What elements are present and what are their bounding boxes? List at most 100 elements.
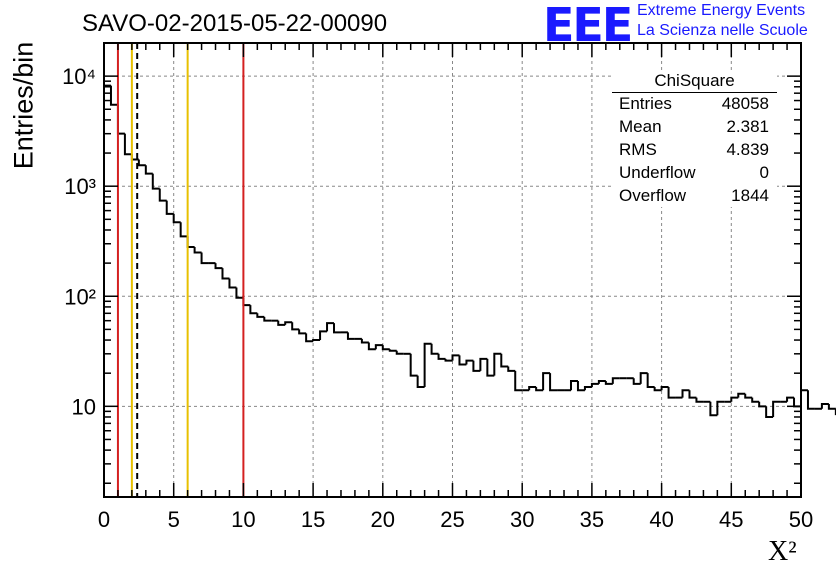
histogram-bin — [681, 389, 690, 398]
histogram-bin — [374, 344, 383, 350]
histogram-bin — [472, 360, 481, 372]
histogram-bin — [333, 323, 341, 334]
stats-row-entries: Entries 48058 — [612, 92, 777, 115]
histogram-bin — [395, 350, 404, 355]
histogram-bin — [228, 278, 237, 289]
histogram-bin — [800, 389, 808, 407]
stats-row-underflow: Underflow 0 — [612, 161, 777, 184]
histogram-bin — [109, 85, 118, 106]
histogram-bin — [695, 397, 704, 403]
y-tick-label: 10³ — [64, 174, 96, 199]
histogram-bin — [249, 305, 258, 315]
histogram-bin — [326, 322, 335, 332]
histogram-bin — [360, 338, 369, 344]
histogram-bin — [716, 400, 725, 416]
histogram-bin — [542, 372, 551, 391]
histogram-bin — [786, 396, 795, 402]
histogram-bin — [465, 359, 474, 365]
histogram-bin — [284, 321, 293, 325]
histogram-bin — [604, 380, 613, 385]
logo-line-2: La Scienza nelle Scuole — [637, 22, 808, 39]
histogram-bin — [709, 401, 718, 417]
x-axis-label: X² — [768, 536, 797, 567]
chart-title: SAVO-02-2015-05-22-00090 — [82, 10, 388, 37]
histogram-bin — [416, 375, 425, 388]
histogram-bin — [653, 386, 662, 392]
x-tick-label: 15 — [301, 507, 325, 532]
stats-box: ChiSquare Entries 48058 Mean 2.381 RMS 4.83… — [612, 70, 777, 207]
stats-label: Underflow — [619, 163, 696, 182]
y-tick-label: 10 — [72, 394, 96, 419]
histogram-bin — [479, 357, 488, 371]
stats-label: Overflow — [619, 186, 687, 205]
histogram-bin — [291, 322, 300, 331]
histogram-bin — [116, 104, 125, 135]
histogram-bin — [751, 397, 760, 403]
histogram-bin — [151, 173, 160, 190]
histogram-bin — [346, 332, 355, 340]
histogram-bin — [144, 165, 153, 175]
histogram-bin — [214, 263, 223, 270]
x-tick-label: 40 — [649, 507, 673, 532]
x-tick-label: 50 — [789, 507, 813, 532]
histogram-bin — [806, 390, 815, 410]
x-tick-label: 25 — [440, 507, 464, 532]
histogram-bin — [583, 385, 592, 391]
histogram-bin — [388, 349, 397, 352]
stats-label: Mean — [619, 117, 662, 136]
histogram-bin — [646, 373, 655, 388]
histogram-bin — [569, 379, 578, 391]
histogram-bin — [298, 329, 307, 335]
histogram-bin — [137, 159, 146, 167]
stats-label: Entries — [619, 94, 672, 113]
histogram-bin — [444, 358, 453, 362]
histogram-bin — [221, 268, 230, 280]
histogram-bin — [242, 297, 251, 307]
stats-row-rms: RMS 4.839 — [612, 138, 777, 161]
histogram-bin — [514, 370, 523, 392]
histogram-bin — [730, 396, 739, 402]
histogram-bin — [590, 382, 599, 387]
histogram-bin — [758, 401, 767, 408]
histogram-bin — [179, 222, 188, 238]
stats-value: 48058 — [721, 94, 769, 113]
x-tick-label: 0 — [98, 507, 110, 532]
histogram-bin — [193, 247, 202, 254]
x-tick-label: 20 — [371, 507, 395, 532]
histogram-bin — [319, 330, 328, 341]
histogram-bin — [312, 339, 321, 342]
histogram-bin — [186, 236, 195, 249]
histogram-bin — [827, 403, 836, 410]
histogram-bin — [165, 200, 174, 215]
x-tick-label: 30 — [510, 507, 534, 532]
histogram-bin — [744, 393, 753, 399]
stats-row-overflow: Overflow 1844 — [612, 184, 777, 207]
histogram-bin — [549, 373, 558, 392]
y-tick-label: 10⁴ — [62, 64, 96, 89]
histogram-bin — [772, 400, 781, 417]
histogram-bin — [737, 392, 746, 398]
histogram-bin — [256, 313, 265, 318]
y-axis-label: Entries/bin — [8, 41, 39, 170]
histogram-bin — [277, 320, 286, 326]
histogram-bin — [158, 188, 167, 202]
x-tick-label: 35 — [580, 507, 604, 532]
stats-row-mean: Mean 2.381 — [612, 115, 777, 138]
histogram-bin — [437, 353, 446, 360]
histogram-bin — [103, 84, 111, 497]
histogram-bin — [486, 358, 495, 377]
histogram-bin — [263, 316, 272, 322]
stats-title: ChiSquare — [654, 71, 735, 90]
logo-line-1: Extreme Energy Events — [637, 2, 806, 19]
histogram-bin — [493, 352, 502, 376]
stats-label: RMS — [619, 140, 657, 159]
histogram-bin — [765, 406, 774, 418]
histogram-bin — [430, 343, 439, 355]
histogram-bin — [535, 386, 544, 392]
histogram-bin — [597, 379, 606, 384]
histogram-bin — [632, 378, 641, 385]
stats-value: 0 — [759, 163, 769, 182]
histogram-bin — [458, 355, 467, 366]
histogram-bin — [507, 366, 516, 372]
